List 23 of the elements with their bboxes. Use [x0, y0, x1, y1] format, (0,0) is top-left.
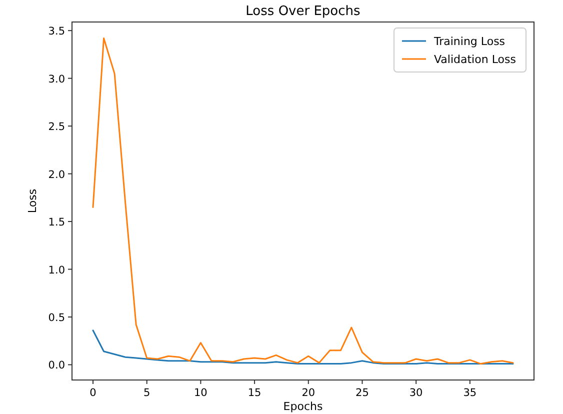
- x-tick-label: 10: [194, 387, 208, 399]
- x-tick-label: 25: [356, 387, 369, 399]
- x-tick-label: 20: [302, 387, 316, 399]
- legend-label: Validation Loss: [434, 53, 516, 66]
- x-tick-label: 35: [463, 387, 477, 399]
- legend-label: Training Loss: [433, 35, 506, 48]
- x-axis-title: Epochs: [283, 400, 323, 413]
- chart-title: Loss Over Epochs: [246, 4, 361, 19]
- y-tick-label: 3.0: [48, 73, 65, 86]
- line-series: [92, 330, 514, 365]
- x-tick-label: 0: [90, 387, 96, 399]
- y-tick-label: 3.5: [48, 26, 65, 38]
- y-tick-label: 2.5: [48, 121, 65, 134]
- line-series: [92, 37, 514, 365]
- y-tick-label: 0.5: [48, 312, 65, 324]
- y-axis-title: Loss: [26, 188, 39, 214]
- x-tick-label: 5: [144, 387, 150, 399]
- x-tick-label: 30: [409, 387, 423, 399]
- y-tick-label: 2.0: [48, 168, 65, 181]
- y-tick-label: 1.0: [48, 264, 65, 276]
- x-tick-label: 15: [248, 387, 262, 399]
- y-tick-label: 0.0: [48, 360, 65, 372]
- y-tick-label: 1.5: [48, 216, 65, 229]
